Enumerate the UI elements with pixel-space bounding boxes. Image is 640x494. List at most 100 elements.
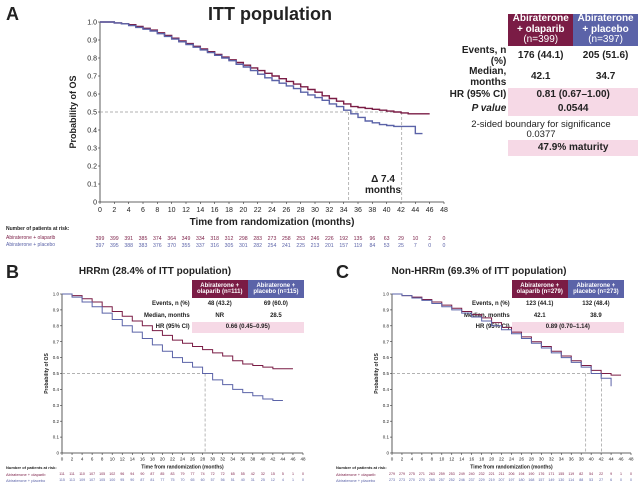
panel-b-risk-olaparib-value: 110	[79, 472, 85, 476]
panel-b-y-axis-label: Probability of OS	[44, 353, 50, 394]
panel-a-risk-olaparib-value: 258	[282, 236, 291, 242]
panel-b-risk-olaparib-label: Abiraterone + olaparib	[6, 472, 46, 477]
panel-a-risk-olaparib-value: 312	[225, 236, 234, 242]
panel-a-hr-value: 0.81 (0.67–1.00)	[508, 88, 638, 102]
panel-b-x-tick-label: 40	[260, 457, 266, 462]
panel-b-x-tick-label: 30	[210, 457, 216, 462]
panel-b-risk-olaparib-value: 79	[181, 472, 185, 476]
panel-c-x-tick-label: 2	[401, 457, 404, 462]
panel-c-risk-placebo-label: Abiraterone + placebo	[336, 478, 376, 483]
panel-c-risk-olaparib-value: 263	[429, 472, 435, 476]
panel-a-events-olaparib: 176 (44.1)	[517, 50, 564, 62]
panel-a-y-tick-label: 0	[93, 199, 97, 206]
panel-c-risk-olaparib-value: 279	[389, 472, 395, 476]
panel-c-risk-placebo-value: 252	[449, 478, 455, 482]
panel-c-y-tick-label: 0.5	[383, 371, 390, 376]
panel-c-hr-value: 0.89 (0.70–1.14)	[511, 322, 624, 333]
panel-c-risk-olaparib-value: 249	[459, 472, 465, 476]
panel-a-risk-olaparib-value: 334	[196, 236, 205, 242]
panel-a-series-olaparib-line	[100, 21, 430, 115]
panel-b-risk-olaparib-value: 42	[251, 472, 255, 476]
panel-c-x-axis-label: Time from randomization (months)	[470, 465, 553, 471]
panel-c-risk-placebo-value: 229	[479, 478, 485, 482]
panel-a-y-tick-label: 0.3	[87, 145, 97, 152]
panel-c-events-olaparib: 123 (44.1)	[526, 300, 554, 307]
panel-b-x-tick-label: 48	[300, 457, 306, 462]
panel-c-y-tick-label: 0.4	[383, 387, 390, 392]
panel-b-median-olaparib: NR	[215, 312, 225, 319]
panel-b-risk-placebo-value: 77	[160, 478, 164, 482]
panel-c-risk-placebo-value: 88	[579, 478, 583, 482]
panel-b-x-tick-label: 10	[110, 457, 116, 462]
panel-b-y-tick-label: 0.7	[53, 339, 60, 344]
panel-c-risk-placebo-value: 273	[399, 478, 405, 482]
panel-c-x-tick-label: 26	[519, 457, 525, 462]
panel-a-risk-placebo-value: 201	[325, 243, 334, 249]
panel-c-x-tick-label: 24	[509, 457, 515, 462]
panel-a-risk-placebo-value: 84	[369, 243, 375, 249]
panel-a-x-tick-label: 46	[426, 207, 434, 214]
panel-b-y-tick-label: 0.5	[53, 371, 60, 376]
panel-a-x-tick-label: 18	[225, 207, 233, 214]
panel-b-series-placebo-line	[62, 293, 283, 402]
panel-b-x-tick-label: 8	[101, 457, 104, 462]
panel-a-risk-olaparib-value: 192	[339, 236, 348, 242]
panel-a-y-tick-label: 1.0	[87, 19, 97, 26]
panel-b-risk-olaparib-value: 5	[282, 472, 284, 476]
panel-b-x-tick-label: 28	[200, 457, 206, 462]
panel-b-risk-olaparib-value: 85	[160, 472, 164, 476]
panel-a-boundary-value: 0.0377	[526, 128, 556, 140]
panel-a-risk-placebo-value: 355	[182, 243, 191, 249]
panel-c-hr-label: HR (95% CI)	[475, 324, 510, 331]
panel-a-risk-olaparib-value: 135	[354, 236, 363, 242]
panel-c-risk-olaparib-value: 253	[449, 472, 455, 476]
panel-a-x-tick-label: 24	[268, 207, 276, 214]
panel-c-x-tick-label: 46	[619, 457, 625, 462]
panel-c-y-tick-label: 1.0	[383, 292, 390, 297]
panel-b-risk-olaparib-value: 72	[221, 472, 225, 476]
panel-c-risk-placebo-value: 270	[409, 478, 415, 482]
panel-a-y-tick-label: 0.2	[87, 163, 97, 170]
panel-a-risk-olaparib-value: 349	[182, 236, 191, 242]
panel-b-x-tick-label: 32	[220, 457, 226, 462]
panel-a-risk-placebo-value: 25	[398, 243, 404, 249]
panel-c-letter: C	[336, 262, 349, 282]
panel-c-risk-olaparib-label: Abiraterone + olaparib	[336, 472, 376, 477]
panel-b-y-tick-label: 0.4	[53, 387, 60, 392]
panel-b-events-label: Events, n (%)	[151, 300, 190, 307]
panel-b-letter: B	[6, 262, 19, 282]
panel-b-hr-value: 0.66 (0.45–0.95)	[191, 322, 304, 333]
panel-c-risk-olaparib-value: 1	[620, 472, 622, 476]
panel-c-x-tick-label: 48	[628, 457, 634, 462]
panel-b-risk-olaparib-value: 96	[120, 472, 124, 476]
panel-b-risk-olaparib-value: 83	[170, 472, 174, 476]
panel-b-x-tick-label: 38	[250, 457, 256, 462]
panel-a-risk-placebo-value: 376	[153, 243, 162, 249]
panel-c-risk-placebo-value: 180	[518, 478, 524, 482]
panel-b-y-tick-label: 0.3	[53, 403, 60, 408]
panel-b-stats-table: Abiraterone + olaparib (n=111) Abiratero…	[124, 280, 304, 333]
panel-c-x-tick-label: 4	[411, 457, 414, 462]
panel-c-y-tick-label: 0.7	[383, 339, 390, 344]
panel-b-risk-olaparib-value: 102	[109, 472, 115, 476]
panel-c-risk-placebo-value: 273	[389, 478, 395, 482]
panel-a-risk-olaparib-value: 364	[167, 236, 176, 242]
panel-b-risk-placebo-value: 25	[261, 478, 265, 482]
panel-a-risk-placebo-value: 157	[339, 243, 348, 249]
panel-a-risk-olaparib-value: 226	[325, 236, 334, 242]
panel-a-risk-olaparib-value: 399	[110, 236, 119, 242]
panel-c-risk-olaparib-value: 22	[599, 472, 603, 476]
panel-a-risk-placebo-value: 254	[268, 243, 277, 249]
panel-a-y-axis-label: Probability of OS	[68, 75, 78, 148]
panel-a-x-tick-label: 22	[254, 207, 262, 214]
panel-a-stats-table: Abiraterone + olaparib (n=399) Abiratero…	[444, 14, 638, 156]
panel-b-risk-placebo-value: 100	[109, 478, 115, 482]
panel-c-x-tick-label: 40	[589, 457, 595, 462]
panel-c-y-tick-label: 0.6	[383, 355, 390, 360]
panel-a-x-tick-label: 14	[196, 207, 204, 214]
panel-c-x-tick-label: 20	[489, 457, 495, 462]
panel-c-risk-title: Number of patients at risk:	[336, 465, 387, 470]
panel-b-risk-placebo-value: 4	[282, 478, 284, 482]
panel-c-risk-olaparib-value: 190	[528, 472, 534, 476]
panel-c-risk-placebo-value: 0	[620, 478, 622, 482]
